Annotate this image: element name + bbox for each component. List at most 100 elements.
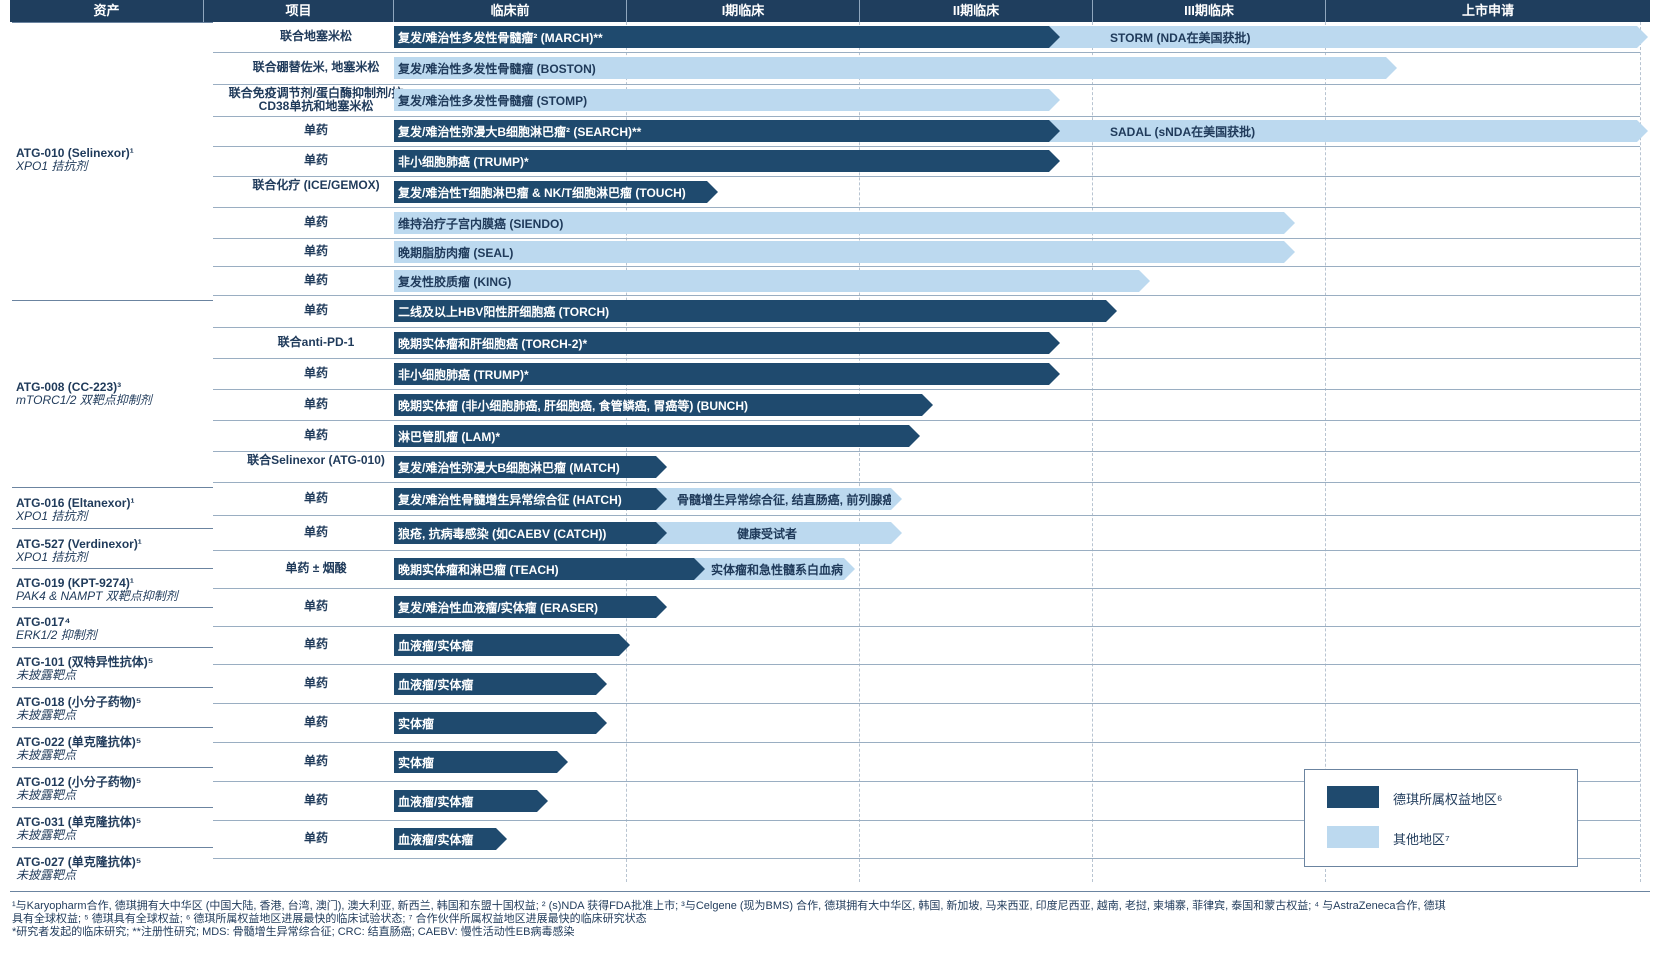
row-divider [213, 238, 1640, 239]
pipeline-bar-own-label: 血液瘤/实体瘤 [398, 794, 474, 809]
header-project: 项目 [203, 0, 393, 22]
project-label: 联合免疫调节剂/蛋白酶抑制剂/抗CD38单抗和地塞米松 [228, 86, 404, 113]
row-divider [213, 327, 1640, 328]
pipeline-bar-own: 复发/难治性弥漫大B细胞淋巴瘤² (SEARCH)** [394, 120, 1049, 142]
pipeline-bar-own-arrow [707, 181, 718, 203]
pipeline-bar-own-label: 复发/难治性弥漫大B细胞淋巴瘤² (SEARCH)** [398, 124, 642, 139]
legend-light-label: 其他地区⁷ [1393, 832, 1450, 847]
pipeline-bar-own: 非小细胞肺癌 (TRUMP)* [394, 363, 1049, 385]
legend-dark-label: 德琪所属权益地区⁶ [1393, 792, 1503, 807]
asset-name: ATG-010 (Selinexor)¹ [16, 146, 134, 160]
table-header: 资产 项目 临床前 I期临床 II期临床 III期临床 上市申请 [10, 0, 1650, 22]
asset-description: mTORC1/2 双靶点抑制剂 [16, 393, 152, 407]
pipeline-bar-other-label: 实体瘤和急性髓系白血病 [711, 562, 844, 577]
pipeline-bar-own-label: 实体瘤 [398, 755, 435, 770]
asset-name: ATG-012 (小分子药物)⁵ [16, 775, 142, 789]
pipeline-bar-own: 血液瘤/实体瘤 [394, 673, 596, 695]
project-label: 单药 [303, 793, 328, 807]
legend-light-swatch [1327, 826, 1379, 848]
asset-divider [12, 607, 213, 608]
row-divider [213, 420, 1640, 421]
project-label: 联合地塞米松 [279, 29, 352, 43]
pipeline-bar-own-label: 狼疮, 抗病毒感染 (如CAEBV (CATCH)) [398, 526, 607, 541]
row-divider [213, 176, 1640, 177]
project-label: 单药 [303, 244, 328, 258]
row-divider [213, 389, 1640, 390]
asset-2: ATG-008 (CC-223)³ mTORC1/2 双靶点抑制剂 [16, 381, 152, 407]
pipeline-bar-own-label: 实体瘤 [398, 716, 435, 731]
asset-1: ATG-010 (Selinexor)¹ XPO1 拮抗剂 [16, 147, 134, 173]
asset-divider [12, 487, 213, 488]
asset-description: 未披露靶点 [16, 708, 77, 722]
row-divider [213, 664, 1640, 665]
legend: 德琪所属权益地区⁶ 其他地区⁷ [1304, 769, 1578, 867]
legend-dark-swatch [1327, 786, 1379, 808]
pipeline-bar-own-arrow [1049, 332, 1060, 354]
pipeline-bar-own-label: 血液瘤/实体瘤 [398, 677, 474, 692]
footnote-divider [10, 891, 1650, 892]
pipeline-bar-own: 实体瘤 [394, 751, 557, 773]
asset-name: ATG-016 (Eltanexor)¹ [16, 496, 135, 510]
pipeline-bar-other-label: 骨髓增生异常综合征, 结直肠癌, 前列腺癌 [677, 492, 895, 507]
row-divider [213, 266, 1640, 267]
pipeline-bar-own-arrow [596, 712, 607, 734]
project-label: 单药 [303, 599, 328, 613]
project-label: 联合anti-PD-1 [277, 335, 355, 349]
asset-description: PAK4 & NAMPT 双靶点抑制剂 [16, 589, 178, 603]
pipeline-bar-own: 血液瘤/实体瘤 [394, 634, 619, 656]
asset-name: ATG-022 (单克隆抗体)⁵ [16, 735, 142, 749]
pipeline-bar-own-arrow [557, 751, 568, 773]
pipeline-bar-own: 复发/难治性血液瘤/实体瘤 (ERASER) [394, 596, 656, 618]
pipeline-bar-own-label: 复发/难治性骨髓增生异常综合征 (HATCH) [398, 492, 622, 507]
pipeline-bar-other-label: 复发/难治性多发性骨髓瘤 (BOSTON) [398, 61, 596, 76]
pipeline-bar-other-arrow [1139, 270, 1150, 292]
asset-description: 未披露靶点 [16, 748, 77, 762]
header-phase3: III期临床 [1092, 0, 1325, 22]
pipeline-bar-own: 晚期实体瘤和淋巴瘤 (TEACH) [394, 558, 694, 580]
project-label: 单药 [303, 123, 328, 137]
pipeline-bar-own-label: 晚期实体瘤 (非小细胞肺癌, 肝细胞癌, 食管鳞癌, 胃癌等) (BUNCH) [398, 398, 748, 413]
pipeline-bar-other-label: 健康受试者 [737, 526, 798, 541]
footnote-line-2: 具有全球权益; ⁵ 德琪具有全球权益; ⁶ 德琪所属权益地区进展最快的临床试验状… [12, 913, 647, 925]
row-divider [213, 515, 1640, 516]
asset-6: ATG-017⁴ ERK1/2 抑制剂 [16, 616, 97, 642]
pipeline-bar-other-arrow [1386, 57, 1397, 79]
asset-divider [12, 767, 213, 768]
pipeline-bar-other-arrow [1637, 26, 1648, 48]
pipeline-bar-own-arrow [496, 828, 507, 850]
project-label: 单药 [303, 676, 328, 690]
asset-description: XPO1 拮抗剂 [16, 550, 88, 564]
asset-3: ATG-016 (Eltanexor)¹ XPO1 拮抗剂 [16, 497, 134, 523]
row-divider [213, 84, 1640, 85]
pipeline-bar-other: 复发/难治性多发性骨髓瘤 (BOSTON) [394, 57, 1386, 79]
pipeline-bar-own-label: 复发/难治性T细胞淋巴瘤 & NK/T细胞淋巴瘤 (TOUCH) [398, 185, 686, 200]
asset-description: ERK1/2 抑制剂 [16, 628, 97, 642]
row-divider [213, 626, 1640, 627]
pipeline-bar-own-arrow [1106, 300, 1117, 322]
project-label: 单药 [303, 397, 328, 411]
project-label: 单药 [303, 273, 328, 287]
asset-description: 未披露靶点 [16, 868, 77, 882]
asset-divider [12, 647, 213, 648]
asset-name: ATG-019 (KPT-9274)¹ [16, 576, 134, 590]
pipeline-bar-own-label: 血液瘤/实体瘤 [398, 638, 474, 653]
row-divider [213, 207, 1640, 208]
asset-description: 未披露靶点 [16, 668, 77, 682]
project-label: 联合硼替佐米, 地塞米松 [252, 60, 380, 74]
pipeline-bar-own: 复发/难治性弥漫大B细胞淋巴瘤 (MATCH) [394, 456, 656, 478]
row-divider [213, 146, 1640, 147]
asset-divider [12, 528, 213, 529]
row-divider [213, 742, 1640, 743]
asset-name: ATG-008 (CC-223)³ [16, 380, 122, 394]
footnotes: ¹与Karyopharm合作, 德琪拥有大中华区 (中国大陆, 香港, 台湾, … [12, 900, 1642, 939]
pipeline-bar-own: 血液瘤/实体瘤 [394, 828, 496, 850]
pipeline-bar-own: 复发/难治性骨髓增生异常综合征 (HATCH) [394, 488, 656, 510]
asset-divider [12, 22, 213, 23]
pipeline-bar-own: 血液瘤/实体瘤 [394, 790, 537, 812]
row-divider [213, 482, 1640, 483]
asset-divider [12, 847, 213, 848]
row-divider [213, 295, 1640, 296]
project-label: 单药 [303, 491, 328, 505]
header-preclinical: 临床前 [393, 0, 626, 22]
project-label: 单药 [303, 637, 328, 651]
